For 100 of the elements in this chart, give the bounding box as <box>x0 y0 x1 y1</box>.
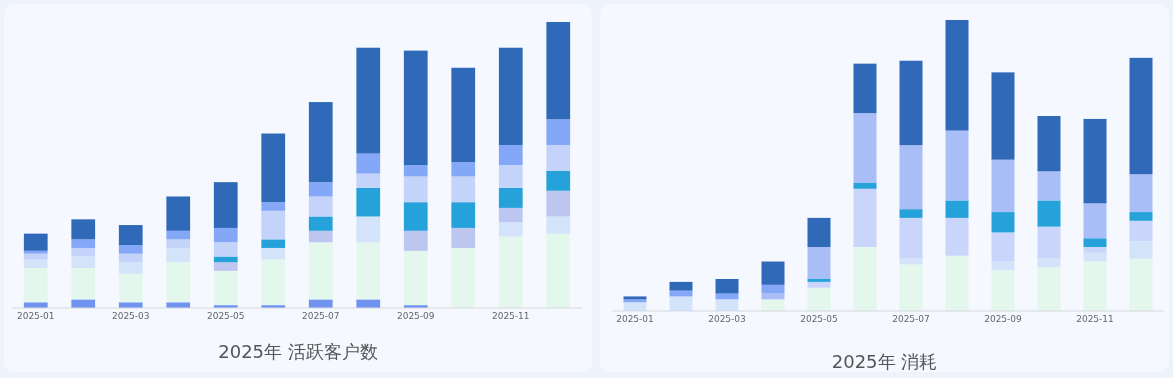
bar <box>308 102 333 183</box>
bar <box>118 225 143 246</box>
bar <box>71 256 96 268</box>
bar <box>1129 57 1153 175</box>
bar <box>945 130 969 201</box>
bar <box>213 227 238 243</box>
bar <box>546 119 571 145</box>
bar <box>23 267 48 303</box>
bar <box>899 209 923 218</box>
bar <box>853 182 877 189</box>
bar <box>807 287 831 311</box>
bar <box>498 165 523 188</box>
bar <box>991 261 1015 271</box>
bar <box>213 182 238 228</box>
bar <box>669 281 693 291</box>
bar <box>807 278 831 282</box>
bar <box>356 173 381 188</box>
bar <box>23 233 48 251</box>
bar <box>991 232 1015 262</box>
bar <box>1037 267 1061 311</box>
bar <box>945 255 969 311</box>
bar <box>118 253 143 263</box>
bar <box>356 153 381 174</box>
bar <box>853 188 877 247</box>
x-tick-label: 2025-09 <box>984 314 1023 324</box>
bar <box>213 262 238 271</box>
bar <box>1129 220 1153 242</box>
text: 2025年 消耗 <box>831 351 938 372</box>
bar <box>546 170 571 191</box>
bar <box>166 247 191 263</box>
bar <box>498 222 523 237</box>
bar <box>899 60 923 146</box>
bar <box>761 284 785 294</box>
bar <box>308 182 333 197</box>
x-tick-label: 2025-07 <box>892 314 930 324</box>
bar <box>356 242 381 300</box>
bar <box>945 20 969 131</box>
bar <box>1129 212 1153 221</box>
bar <box>403 50 428 165</box>
bar <box>356 187 381 217</box>
bar <box>166 230 191 240</box>
bar <box>356 299 381 308</box>
bar <box>991 212 1015 233</box>
bar <box>356 47 381 154</box>
bar <box>991 159 1015 213</box>
bar <box>261 239 286 248</box>
bar <box>546 144 571 171</box>
bar <box>451 227 476 248</box>
bar <box>261 247 286 260</box>
bar <box>23 250 48 254</box>
bar <box>807 246 831 279</box>
bar <box>498 144 523 165</box>
bar <box>546 216 571 234</box>
bar <box>498 207 523 223</box>
bar <box>546 190 571 217</box>
bar <box>308 216 333 231</box>
bar <box>23 259 48 268</box>
x-tick-label: 2025-03 <box>708 314 746 324</box>
bar <box>1037 116 1061 172</box>
bar <box>761 299 785 311</box>
bar <box>166 239 191 248</box>
bar <box>71 247 96 257</box>
x-tick-label: 2025-05 <box>206 311 245 321</box>
bar <box>945 217 969 256</box>
bar <box>498 187 523 208</box>
bar <box>308 196 333 217</box>
bar <box>403 230 428 251</box>
bar <box>356 216 381 243</box>
x-tick-label: 2025-09 <box>396 311 435 321</box>
bar <box>991 270 1015 311</box>
bar <box>715 278 739 294</box>
bar <box>807 217 831 247</box>
bar <box>403 165 428 177</box>
bar <box>308 230 333 243</box>
bar <box>669 296 693 311</box>
bar <box>899 145 923 210</box>
bar <box>761 261 785 285</box>
bar <box>853 113 877 183</box>
bar <box>1037 258 1061 268</box>
bar <box>945 200 969 218</box>
bar <box>451 67 476 163</box>
bar <box>1037 200 1061 227</box>
bar <box>498 236 523 308</box>
bar <box>853 63 877 114</box>
x-tick-label: 2025-01 <box>16 311 55 321</box>
bar <box>1083 118 1107 204</box>
bar <box>899 217 923 259</box>
bar <box>71 299 96 308</box>
x-tick-label: 2025-01 <box>616 314 654 324</box>
bar <box>1083 261 1107 311</box>
bar <box>403 202 428 231</box>
bar <box>1129 174 1153 213</box>
x-tick-label: 2025-07 <box>301 311 340 321</box>
bar <box>213 270 238 306</box>
bar <box>71 239 96 248</box>
bar <box>403 250 428 306</box>
bar <box>118 262 143 274</box>
bar <box>451 247 476 308</box>
text: 2025年 活跃客户数 <box>218 341 378 362</box>
bar <box>1083 238 1107 247</box>
